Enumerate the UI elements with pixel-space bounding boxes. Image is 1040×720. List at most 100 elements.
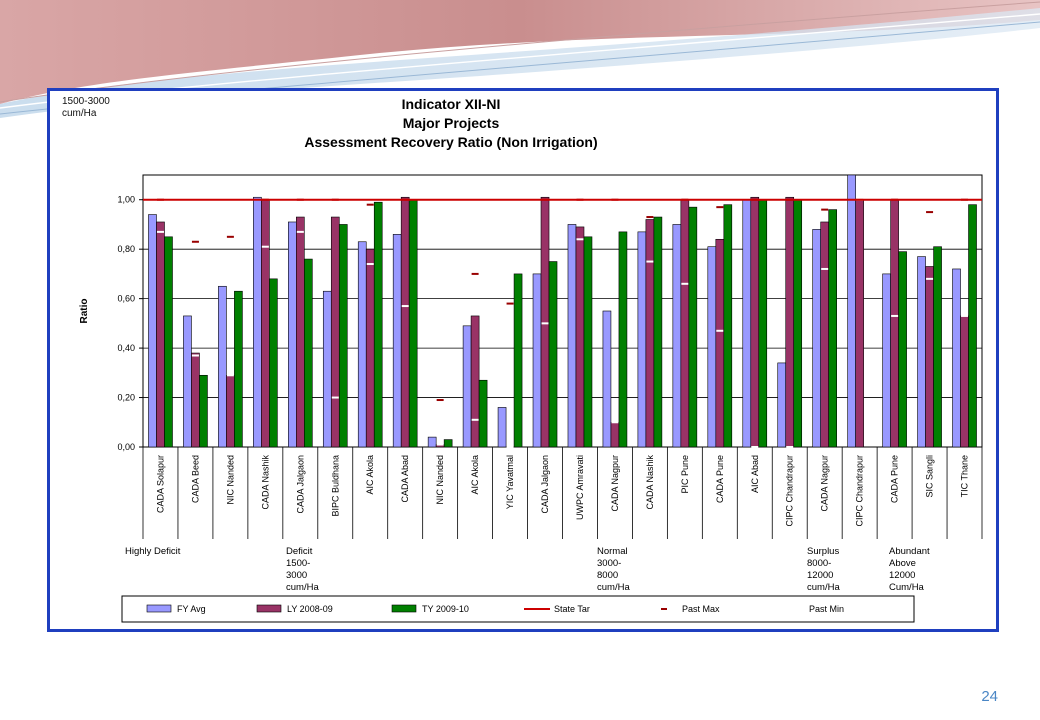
bar-ty-2009-10 <box>828 209 837 448</box>
chart-title-line: Assessment Recovery Ratio (Non Irrigatio… <box>304 134 597 150</box>
category-label: AIC Akola <box>470 455 480 495</box>
category-label: CADA Pune <box>715 455 725 503</box>
y-tick-label: 0,60 <box>117 294 135 304</box>
bar-ly-2008-09 <box>960 315 969 448</box>
group-label: 12000 <box>807 570 833 581</box>
bar-ly-2008-09 <box>226 374 235 448</box>
bar-ty-2009-10 <box>723 204 733 448</box>
bar-fy-avg <box>812 229 821 448</box>
bar-ty-2009-10 <box>373 201 383 448</box>
bar-fy-avg <box>707 246 717 448</box>
group-label: Cum/Ha <box>889 582 925 593</box>
y-tick-label: 0,00 <box>117 442 135 452</box>
bar-ly-2008-09 <box>365 248 375 448</box>
bar-ty-2009-10 <box>968 204 977 448</box>
bar-ty-2009-10 <box>443 439 453 448</box>
category-label: AIC Abad <box>750 455 760 493</box>
category-label: CADA Nashik <box>645 455 655 510</box>
category-label: TIC Thane <box>960 455 970 497</box>
bar-ly-2008-09 <box>400 196 410 448</box>
bar-fy-avg <box>322 290 332 448</box>
legend-label: Past Max <box>682 604 720 614</box>
chart-title-line: Major Projects <box>403 115 500 131</box>
bar-fy-avg <box>218 285 227 448</box>
bar-fy-avg <box>357 241 367 448</box>
legend-label: LY 2008-09 <box>287 604 333 614</box>
bar-ty-2009-10 <box>933 246 942 448</box>
category-label: PIC Pune <box>680 455 690 494</box>
group-label: 8000 <box>597 570 618 581</box>
group-label: Surplus <box>807 546 839 557</box>
bar-fy-avg <box>672 224 682 448</box>
y-tick-label: 1,00 <box>117 195 135 205</box>
group-label: 8000- <box>807 558 831 569</box>
bar-ly-2008-09 <box>156 221 165 448</box>
category-label: CADA Pune <box>890 455 900 503</box>
legend-box <box>121 595 915 623</box>
bar-fy-avg <box>392 234 402 448</box>
bar-fy-avg <box>427 436 437 448</box>
legend-swatch <box>256 604 282 613</box>
bar-ty-2009-10 <box>793 199 803 448</box>
bar-ty-2009-10 <box>164 236 173 448</box>
bar-fy-avg <box>253 196 262 448</box>
bar-ly-2008-09 <box>470 315 480 448</box>
group-label: 3000 <box>286 570 307 581</box>
bar-ly-2008-09 <box>750 196 760 448</box>
bar-ty-2009-10 <box>898 251 907 448</box>
bar-fy-avg <box>952 268 961 448</box>
bar-ly-2008-09 <box>296 216 305 448</box>
group-label: Deficit <box>286 546 313 557</box>
bar-ly-2008-09 <box>261 199 270 448</box>
bar-ly-2008-09 <box>715 238 725 448</box>
bar-fy-avg <box>532 273 542 448</box>
group-label: Highly Deficit <box>125 546 181 557</box>
bar-ty-2009-10 <box>199 374 208 448</box>
category-label: NIC Nanded <box>225 455 235 505</box>
category-label: BIPC Buldhana <box>330 455 340 517</box>
bar-ly-2008-09 <box>925 266 934 448</box>
category-label: CADA Nagpur <box>820 455 830 512</box>
category-label: CADA Nagpur <box>610 455 620 512</box>
legend-swatch <box>146 604 172 613</box>
group-label: Normal <box>597 546 628 557</box>
y-tick-label: 0,40 <box>117 343 135 353</box>
legend-label: FY Avg <box>177 604 206 614</box>
bar-fy-avg <box>183 315 192 448</box>
bar-ly-2008-09 <box>610 421 620 448</box>
bar-ty-2009-10 <box>408 199 418 448</box>
bar-fy-avg <box>148 214 157 448</box>
group-label: 12000 <box>889 570 915 581</box>
group-label: Above <box>889 558 916 569</box>
legend-label: TY 2009-10 <box>422 604 469 614</box>
group-label: cum/Ha <box>807 582 840 593</box>
bar-ty-2009-10 <box>583 236 593 448</box>
bar-ty-2009-10 <box>618 231 628 448</box>
category-label: UWPC Amravati <box>575 455 585 520</box>
bar-ty-2009-10 <box>688 206 698 448</box>
bar-ly-2008-09 <box>820 221 829 448</box>
bar-fy-avg <box>602 310 612 448</box>
bar-ty-2009-10 <box>234 290 243 448</box>
category-label: CADA Abad <box>400 455 410 503</box>
bar-ly-2008-09 <box>855 199 864 448</box>
group-label: cum/Ha <box>286 582 319 593</box>
bar-ly-2008-09 <box>890 199 899 448</box>
bar-fy-avg <box>777 362 787 448</box>
bar-ty-2009-10 <box>269 278 278 448</box>
bar-ly-2008-09 <box>330 216 340 448</box>
page-number: 24 <box>981 688 998 705</box>
bar-ty-2009-10 <box>478 379 488 448</box>
category-label: YIC Yavatmal <box>505 455 515 509</box>
bar-fy-avg <box>882 273 891 448</box>
bar-fy-avg <box>847 174 856 448</box>
category-label: CIPC Chandrapur <box>855 455 865 527</box>
legend-label: State Tar <box>554 604 590 614</box>
bar-fy-avg <box>288 221 297 448</box>
group-label: cum/Ha <box>597 582 630 593</box>
plot-area <box>142 174 983 448</box>
bar-ty-2009-10 <box>548 261 558 448</box>
y-tick-label: 0,80 <box>117 244 135 254</box>
legend-swatch <box>391 604 417 613</box>
group-label: 1500- <box>286 558 310 569</box>
